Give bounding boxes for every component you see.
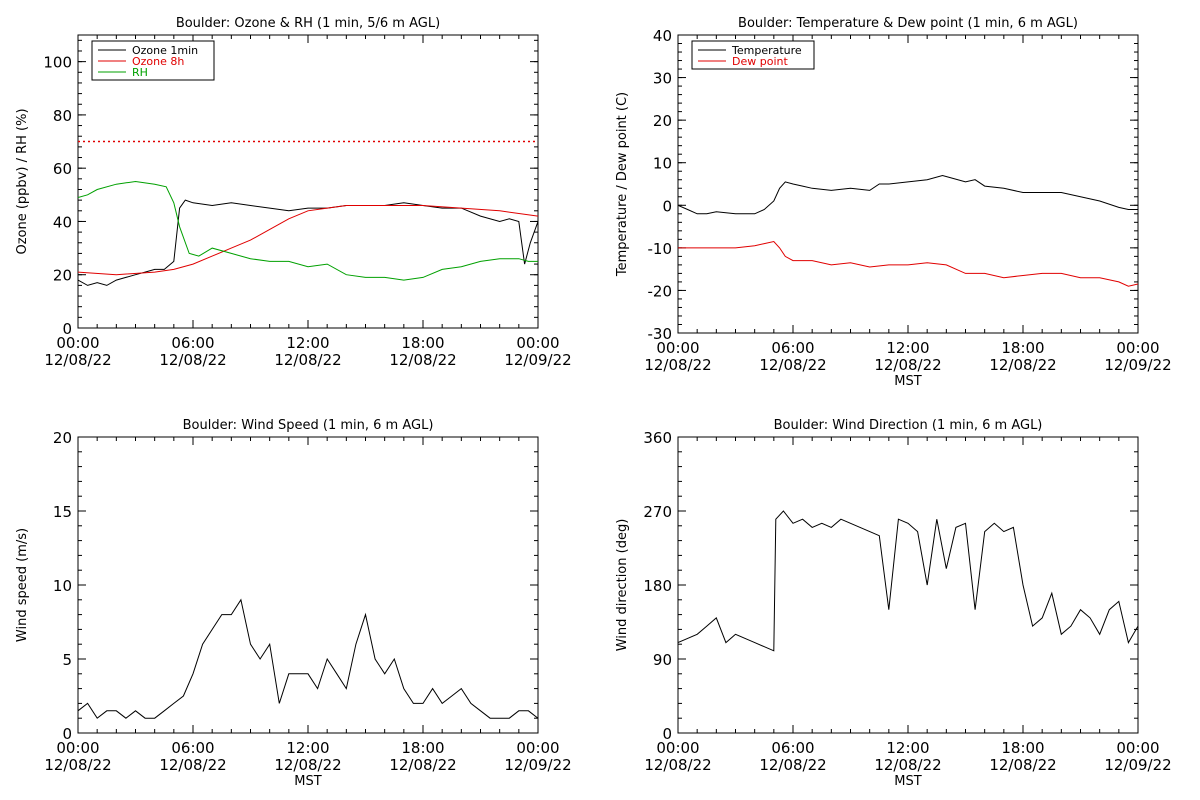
chart-title: Boulder: Temperature & Dew point (1 min,… — [738, 16, 1078, 31]
x-tick-date-label: 12/08/22 — [274, 351, 341, 369]
x-tick-date-label: 12/08/22 — [759, 356, 826, 374]
rh-series-line — [78, 180, 538, 281]
x-axis-label: MST — [894, 374, 921, 389]
y-tick-label: 270 — [643, 503, 672, 521]
x-tick-time-label: 18:00 — [1001, 339, 1044, 357]
x-tick-time-label: 06:00 — [771, 339, 814, 357]
x-tick-time-label: 12:00 — [286, 334, 329, 352]
y-tick-label: 80 — [53, 107, 72, 125]
y-tick-label: 0 — [662, 725, 672, 743]
x-tick-date-label: 12/08/22 — [989, 756, 1056, 774]
temperature-series-line — [678, 174, 1138, 215]
y-tick-label: 180 — [643, 577, 672, 595]
legend-entry: Ozone 8h — [132, 55, 184, 68]
x-axis-label: MST — [294, 774, 321, 789]
y-axis-label: Wind speed (m/s) — [15, 528, 30, 642]
x-tick-time-label: 12:00 — [886, 739, 929, 757]
y-tick-label: 20 — [653, 112, 672, 130]
x-tick-date-label: 12/08/22 — [44, 351, 111, 369]
y-tick-label: 0 — [62, 725, 72, 743]
x-tick-date-label: 12/08/22 — [874, 356, 941, 374]
y-tick-label: 40 — [653, 27, 672, 45]
x-tick-time-label: 06:00 — [171, 334, 214, 352]
plot-frame — [677, 34, 1139, 334]
y-tick-label: 20 — [53, 429, 72, 447]
legend-entry: RH — [132, 66, 148, 79]
x-tick-date-label: 12/08/22 — [274, 756, 341, 774]
y-tick-label: 0 — [662, 197, 672, 215]
x-tick-time-label: 12:00 — [286, 739, 329, 757]
dew-point-series-line — [678, 240, 1138, 287]
x-tick-date-label: 12/08/22 — [44, 756, 111, 774]
x-tick-time-label: 00:00 — [1116, 339, 1159, 357]
x-tick-time-label: 18:00 — [401, 334, 444, 352]
x-tick-time-label: 00:00 — [656, 339, 699, 357]
y-tick-label: 20 — [53, 267, 72, 285]
y-tick-label: 100 — [43, 54, 72, 72]
chart-title: Boulder: Wind Speed (1 min, 6 m AGL) — [183, 418, 434, 433]
x-tick-time-label: 00:00 — [1116, 739, 1159, 757]
legend-entry: Ozone 1min — [132, 44, 198, 57]
chart-panel-3: Boulder: Wind Speed (1 min, 6 m AGL) 0 5 10… — [15, 418, 572, 789]
y-tick-label: 0 — [62, 320, 72, 338]
x-tick-time-label: 06:00 — [771, 739, 814, 757]
x-axis-label: MST — [894, 774, 921, 789]
x-tick-date-label: 12/08/22 — [874, 756, 941, 774]
x-tick-time-label: 18:00 — [401, 739, 444, 757]
x-tick-date-label: 12/09/22 — [1104, 756, 1171, 774]
y-axis-label: Wind direction (deg) — [615, 519, 630, 652]
y-tick-label: 10 — [653, 155, 672, 173]
legend-entry: Temperature — [731, 44, 802, 57]
x-tick-date-label: 12/08/22 — [989, 356, 1056, 374]
data-series-line — [678, 510, 1138, 652]
chart-panel-2: Boulder: Temperature & Dew point (1 min,… — [615, 16, 1172, 389]
x-tick-time-label: 00:00 — [516, 334, 559, 352]
ozone-1min-series-line — [78, 199, 538, 286]
x-tick-date-label: 12/08/22 — [644, 756, 711, 774]
y-axis-label: Temperature / Dew point (C) — [615, 92, 630, 277]
chart-title: Boulder: Ozone & RH (1 min, 5/6 m AGL) — [176, 16, 440, 31]
x-tick-time-label: 00:00 — [656, 739, 699, 757]
chart-title: Boulder: Wind Direction (1 min, 6 m AGL) — [774, 418, 1043, 433]
x-tick-time-label: 00:00 — [56, 739, 99, 757]
y-tick-label: 10 — [53, 577, 72, 595]
x-tick-time-label: 12:00 — [886, 339, 929, 357]
y-tick-label: 30 — [653, 70, 672, 88]
y-tick-label: -10 — [648, 240, 673, 258]
plot-frame — [77, 436, 539, 734]
y-tick-label: 360 — [643, 429, 672, 447]
x-tick-date-label: 12/08/22 — [759, 756, 826, 774]
x-tick-date-label: 12/09/22 — [1104, 356, 1171, 374]
plot-frame — [677, 436, 1139, 734]
data-series-line — [78, 598, 538, 719]
x-tick-date-label: 12/08/22 — [159, 351, 226, 369]
y-tick-label: -20 — [648, 282, 673, 300]
ozone-8h-series-line — [78, 205, 538, 276]
y-tick-label: 60 — [53, 160, 72, 178]
x-tick-date-label: 12/09/22 — [504, 756, 571, 774]
x-tick-date-label: 12/09/22 — [504, 351, 571, 369]
x-tick-date-label: 12/08/22 — [389, 756, 456, 774]
x-tick-time-label: 06:00 — [171, 739, 214, 757]
x-tick-date-label: 12/08/22 — [644, 356, 711, 374]
y-tick-label: -30 — [648, 325, 673, 343]
x-tick-time-label: 18:00 — [1001, 739, 1044, 757]
x-tick-date-label: 12/08/22 — [159, 756, 226, 774]
chart-panel-4: Boulder: Wind Direction (1 min, 6 m AGL)… — [615, 418, 1172, 789]
chart-panel-1: Boulder: Ozone & RH (1 min, 5/6 m AGL) 0 2… — [15, 16, 572, 369]
x-tick-time-label: 00:00 — [516, 739, 559, 757]
x-tick-time-label: 00:00 — [56, 334, 99, 352]
legend-entry: Dew point — [732, 55, 788, 68]
x-tick-date-label: 12/08/22 — [389, 351, 456, 369]
y-tick-label: 15 — [53, 503, 72, 521]
y-tick-label: 40 — [53, 213, 72, 231]
y-axis-label: Ozone (ppbv) / RH (%) — [15, 108, 30, 254]
legend-box — [691, 40, 815, 70]
y-tick-label: 5 — [62, 651, 72, 669]
y-tick-label: 90 — [653, 651, 672, 669]
